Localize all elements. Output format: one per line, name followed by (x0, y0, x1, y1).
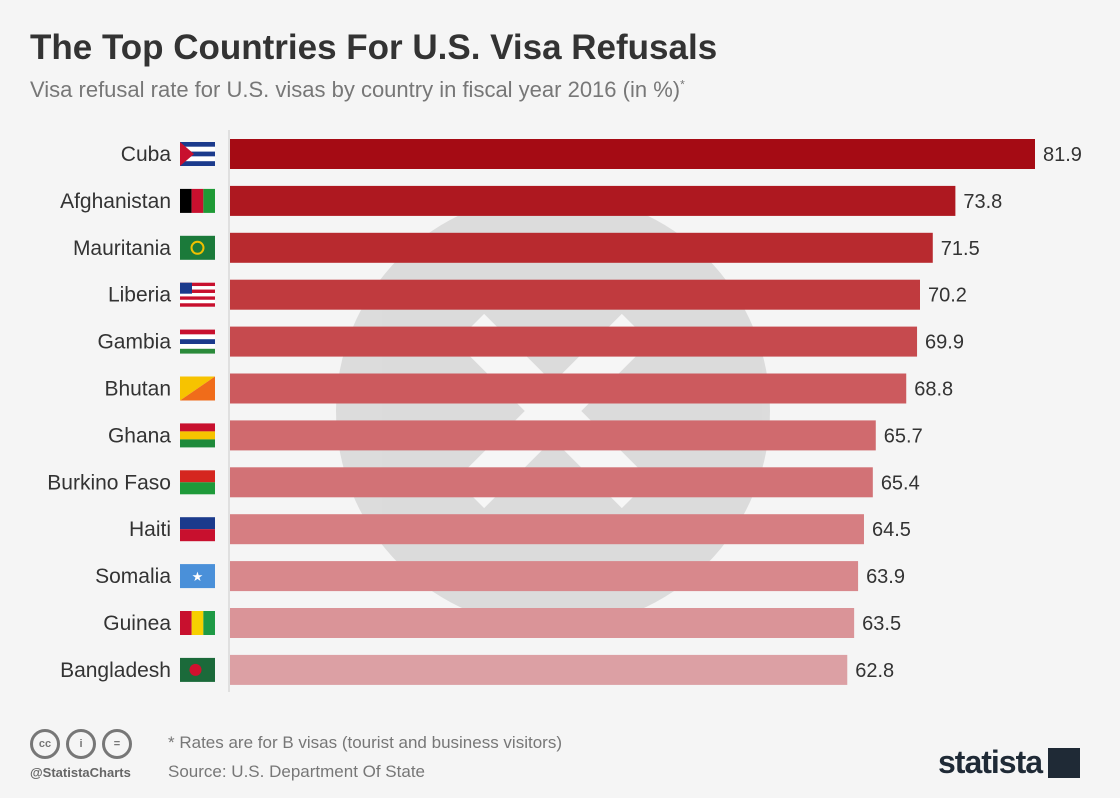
value-label: 63.9 (866, 566, 905, 588)
category-label: Liberia (108, 284, 171, 307)
footnote: * Rates are for B visas (tourist and bus… (168, 733, 562, 752)
logo-mark-icon (1048, 747, 1081, 778)
bar-ghana (230, 420, 876, 451)
bar-haiti (230, 514, 864, 545)
flag-ghana-icon (180, 423, 215, 448)
flag-guinea-icon (180, 611, 215, 635)
category-label: Bhutan (104, 378, 171, 401)
flag-cuba-icon (180, 142, 215, 166)
bar-chart: 81.9 Cuba 73.8 Afghanistan 71.5 Mauritania 70.… (47, 130, 1082, 692)
statista-logo: statista (938, 744, 1081, 781)
value-label: 62.8 (855, 660, 894, 682)
no-derivatives-icon: = (102, 729, 132, 759)
value-label: 69.9 (925, 332, 964, 354)
bar-gambia (230, 326, 918, 357)
attribution-icon: i (66, 729, 96, 759)
flag-mauritania-icon (180, 235, 215, 260)
flag-gambia-icon (180, 329, 215, 354)
category-label: Cuba (121, 143, 172, 166)
category-label: Mauritania (73, 237, 171, 260)
svg-text:★: ★ (192, 569, 204, 584)
bar-liberia (230, 279, 920, 310)
flag-afghanistan-icon (180, 188, 215, 213)
value-label: 63.5 (862, 613, 901, 635)
value-label: 71.5 (941, 238, 980, 260)
logo-text: statista (938, 744, 1043, 780)
flag-liberia-icon (180, 282, 215, 307)
category-label: Afghanistan (60, 190, 171, 213)
cc-icon: cc (30, 729, 60, 759)
category-label: Bangladesh (60, 659, 171, 682)
source: Source: U.S. Department Of State (168, 762, 426, 781)
category-label: Burkino Faso (47, 471, 171, 494)
subtitle-marker: * (680, 77, 685, 92)
bar-mauritania (230, 232, 933, 263)
bar-bangladesh (230, 654, 848, 685)
bar-somalia (230, 561, 859, 592)
flag-bhutan-icon (180, 376, 215, 401)
value-label: 65.4 (881, 472, 920, 494)
flag-haiti-icon (180, 517, 215, 542)
category-label: Guinea (103, 612, 171, 635)
chart-title: The Top Countries For U.S. Visa Refusals (30, 28, 718, 67)
category-label: Somalia (95, 565, 171, 588)
value-label: 68.8 (914, 379, 953, 401)
bar-cuba (230, 139, 1035, 169)
value-label: 65.7 (884, 425, 923, 447)
category-label: Haiti (129, 518, 171, 541)
license-icons: cc i = (30, 729, 132, 759)
bar-afghanistan (230, 185, 956, 216)
bar-burkino-faso (230, 467, 873, 498)
value-label: 73.8 (963, 191, 1002, 213)
bar-guinea (230, 608, 855, 638)
value-label: 70.2 (928, 285, 967, 307)
category-label: Ghana (108, 424, 171, 447)
category-label: Gambia (97, 331, 171, 354)
twitter-handle: @StatistaCharts (30, 765, 131, 780)
value-label: 64.5 (872, 519, 911, 541)
flag-bangladesh-icon (180, 657, 215, 682)
flag-somalia-icon: ★ (180, 564, 215, 589)
value-label: 81.9 (1043, 144, 1082, 166)
chart-subtitle: Visa refusal rate for U.S. visas by coun… (30, 77, 685, 103)
flag-burkino-faso-icon (180, 470, 215, 495)
bar-bhutan (230, 373, 907, 404)
subtitle-text: Visa refusal rate for U.S. visas by coun… (30, 77, 681, 102)
